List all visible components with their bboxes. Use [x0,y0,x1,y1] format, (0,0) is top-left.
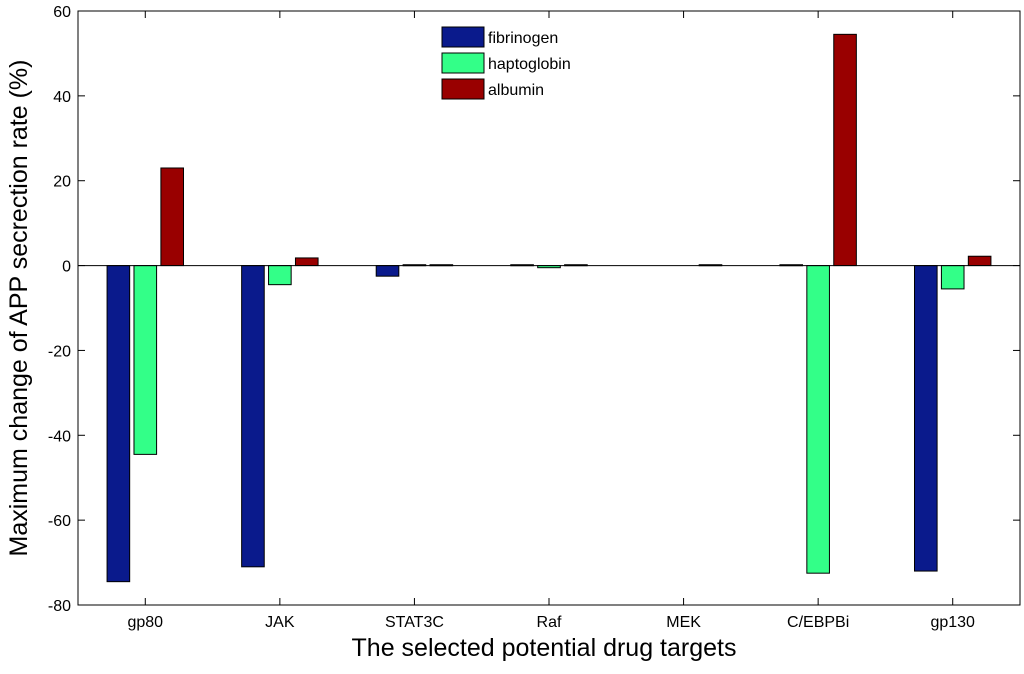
legend-label-fibrinogen: fibrinogen [488,30,558,47]
y-tick-label: -60 [48,513,71,530]
legend-swatch-albumin [441,78,485,100]
y-tick-label: -40 [48,428,71,445]
bar-fibrinogen-stat3c [375,265,400,277]
bars-layer [106,33,992,583]
x-tick-label: gp130 [930,614,975,631]
bar-haptoglobin-c-ebpbi [806,265,830,574]
legend: fibrinogen haptoglobin albumin [441,26,571,100]
legend-label-albumin: albumin [488,82,544,99]
legend-swatch-fibrinogen [441,26,485,48]
y-tick-label: 20 [53,174,71,191]
y-tick-label: 0 [62,259,71,276]
x-tick-label: Raf [537,614,562,631]
x-tick-label: gp80 [127,614,163,631]
y-tick-label: -80 [48,598,71,615]
x-axis-title: The selected potential drug targets [352,634,737,662]
plot-area [78,11,1020,605]
x-tick-label: MEK [666,614,701,631]
y-tick-label: 60 [53,4,71,21]
bar-fibrinogen-gp80 [106,265,131,583]
legend-swatch-haptoglobin [441,52,485,74]
y-tick-label: -20 [48,343,71,360]
y-tick-label: 40 [53,89,71,106]
bar-haptoglobin-gp130 [940,265,965,290]
x-axis: gp80 JAK STAT3C Raf MEK C/EBPBi gp130 [127,11,975,631]
x-tick-label: JAK [265,614,295,631]
legend-label-haptoglobin: haptoglobin [488,56,571,73]
bar-fibrinogen-jak [241,265,265,568]
bar-albumin-jak [294,257,319,267]
x-tick-label: C/EBPBi [787,614,849,631]
bar-albumin-gp80 [160,167,185,267]
y-axis: -80 -60 -40 -20 0 20 40 60 [48,4,1020,615]
bar-albumin-c-ebpbi [833,33,857,267]
bar-haptoglobin-gp80 [133,265,158,455]
bar-albumin-gp130 [967,255,992,267]
y-axis-title: Maximum change of APP secrection rate (%… [5,60,33,557]
bar-fibrinogen-gp130 [913,265,938,572]
bar-haptoglobin-jak [268,265,292,286]
x-tick-label: STAT3C [385,614,444,631]
